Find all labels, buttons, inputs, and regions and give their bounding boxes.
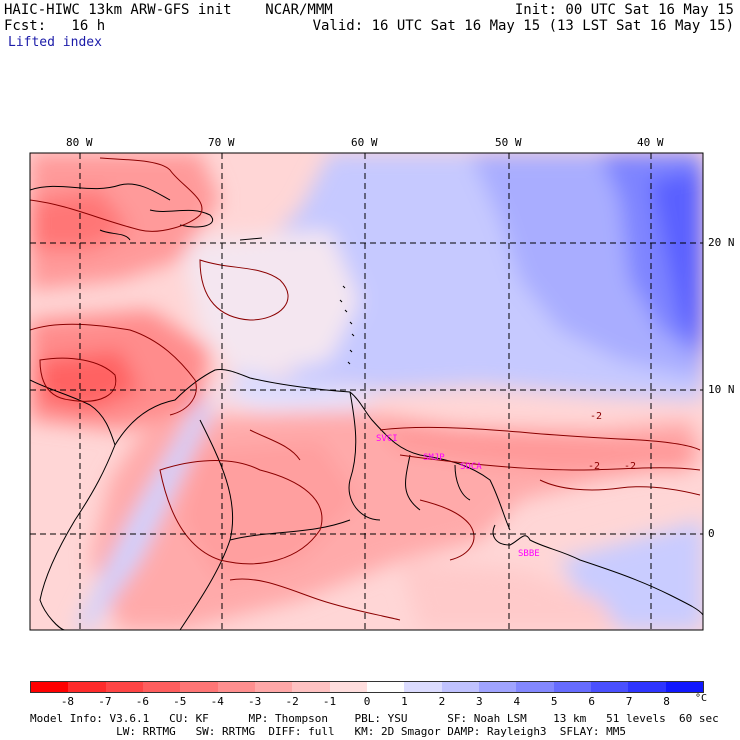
colorbar-swatch [254, 682, 293, 692]
contour-label: -2 [588, 461, 600, 472]
colorbar-tick-label: 3 [476, 695, 483, 708]
colorbar-tick-label: 4 [513, 695, 521, 708]
colorbar-swatch [142, 682, 181, 692]
lon-label-40w: 40 W [637, 136, 664, 149]
colorbar-swatch [404, 682, 442, 692]
contours [30, 157, 701, 621]
colorbar-tick-label: -4 [210, 695, 224, 708]
colorbar-swatch [217, 682, 255, 692]
map-frame [29, 152, 704, 631]
colorbar-tick-label: -5 [173, 695, 187, 708]
colorbar-unit: °C [695, 693, 708, 704]
lon-label-80w: 80 W [66, 136, 93, 149]
station-label-smjp: SMJP [423, 453, 445, 463]
colorbar-swatch [590, 682, 629, 692]
colorbar-swatch [329, 682, 367, 692]
init-time: Init: 00 UTC Sat 16 May 15 [514, 2, 734, 18]
colorbar-swatch [105, 682, 143, 692]
colorbar-tick-label: 5 [550, 695, 558, 708]
lat-label-10n: 10 N [708, 383, 735, 396]
lat-label-20n: 20 N [708, 236, 735, 249]
colorbar-swatch [68, 682, 106, 692]
station-label-soca: SOCA [460, 462, 482, 472]
colorbar [30, 681, 704, 693]
colorbar-swatch [292, 682, 330, 692]
colorbar-swatch [628, 682, 666, 692]
field-name: Lifted index [8, 35, 102, 50]
contour-label: -2 [590, 411, 602, 422]
lat-label-0: 0 [708, 527, 715, 540]
colorbar-tick-label: 7 [625, 695, 633, 708]
forecast-hour: Fcst: 16 h [4, 18, 106, 34]
lon-label-60w: 60 W [351, 136, 378, 149]
model-info-line1: Model Info: V3.6.1 CU: KF MP: Thompson P… [30, 712, 719, 725]
model-title: HAIC-HIWC 13km ARW-GFS init NCAR/MMM [4, 2, 333, 18]
contour-label: -2 [624, 461, 636, 472]
colorbar-swatch [441, 682, 479, 692]
station-label-svci: SVCI [376, 434, 398, 444]
valid-time: Valid: 16 UTC Sat 16 May 15 (13 LST Sat … [312, 18, 734, 34]
colorbar-swatch [665, 682, 703, 692]
lon-label-70w: 70 W [208, 136, 235, 149]
colorbar-swatch [553, 682, 591, 692]
colorbar-swatch [180, 682, 218, 692]
colorbar-tick-label: 6 [588, 695, 595, 708]
station-label-sbbe: SBBE [518, 549, 540, 559]
model-info-line2: LW: RRTMG SW: RRTMG DIFF: full KM: 2D Sm… [30, 725, 627, 738]
colorbar-tick-label: -2 [285, 695, 299, 708]
colorbar-swatch [31, 682, 69, 692]
coastlines [30, 183, 703, 630]
colorbar-tick-label: 1 [401, 695, 408, 708]
graticule [30, 153, 703, 630]
colorbar-swatch [366, 682, 405, 692]
colorbar-tick-label: 0 [363, 695, 371, 708]
colorbar-tick-label: -6 [135, 695, 149, 708]
colorbar-tick-label: -7 [98, 695, 112, 708]
colorbar-tick-label: -8 [60, 695, 75, 708]
colorbar-swatch [478, 682, 517, 692]
lon-label-50w: 50 W [495, 136, 522, 149]
colorbar-swatch [516, 682, 554, 692]
colorbar-tick-label: 8 [663, 695, 670, 708]
colorbar-tick-label: -1 [322, 695, 337, 708]
colorbar-tick-label: -3 [248, 695, 262, 708]
colorbar-tick-label: 2 [438, 695, 446, 708]
